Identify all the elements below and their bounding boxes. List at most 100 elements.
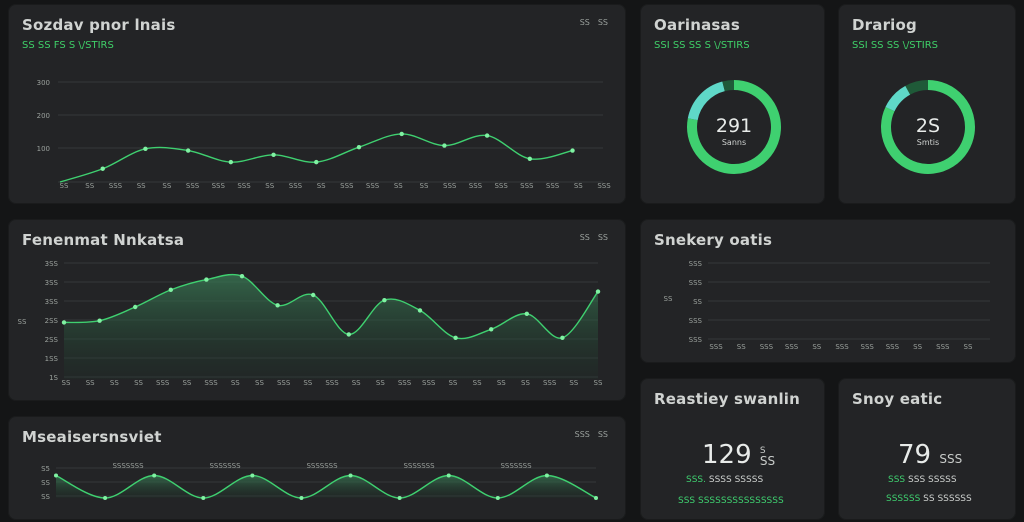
mid-x-tick: SSS: [422, 379, 436, 387]
top-chart-control-1[interactable]: SS: [579, 18, 590, 27]
mid-data-point: [61, 320, 67, 325]
bottom-data-point: [348, 473, 353, 478]
bottom-data-point: [495, 496, 500, 500]
top-data-point: [271, 152, 276, 158]
mid-x-tick: SSS: [398, 379, 412, 387]
top-data-point: [356, 145, 362, 150]
ring-right-slice-teal: [885, 85, 911, 112]
ring-right-value: 2S: [916, 115, 940, 137]
bottom-y-tick: SS: [41, 479, 50, 487]
ring-right-title: Drariog: [852, 16, 917, 34]
top-x-tick: SSS: [237, 182, 251, 190]
stat-right-value: 79: [898, 440, 932, 470]
stat-left-unit: S SS: [759, 445, 776, 468]
top-data-point: [143, 146, 148, 152]
top-x-tick: SS: [394, 182, 403, 190]
bottom-data-point: [250, 473, 255, 478]
top-x-tick: SSS: [109, 182, 123, 190]
bottom-chart-title: Mseaisersnsviet: [22, 428, 162, 446]
mid-x-tick: SS: [182, 379, 191, 387]
ring-left-title: Oarinasas: [654, 16, 740, 34]
mid-x-tick: SS: [473, 379, 482, 387]
bottom-peak-label: SSSSSSS: [112, 462, 144, 470]
stat-left-unit-bottom: SS: [759, 453, 776, 468]
mid-y-tick: 2SS: [45, 317, 59, 325]
bottom-peak-label: SSSSSSS: [403, 462, 435, 470]
top-chart-control-2[interactable]: SS: [597, 18, 608, 27]
top-x-tick: SS: [317, 182, 326, 190]
mid-chart-control-2[interactable]: SS: [597, 233, 608, 242]
top-x-tick: SS: [574, 182, 583, 190]
ring-right-panel: Drariog SSI SS SS \/STIRS 2S Smtis: [838, 4, 1016, 204]
mid-data-point: [168, 287, 173, 293]
top-x-tick: SSS: [494, 182, 508, 190]
mid-y-tick: 1S: [49, 374, 58, 382]
top-chart-controls: SS SS: [580, 18, 608, 27]
top-chart-title: Sozdav pnor lnais: [22, 16, 176, 34]
ring-right-sub: Smtis: [917, 138, 939, 147]
mid-data-point: [346, 332, 351, 337]
mid-x-tick: SS: [303, 379, 312, 387]
top-data-point: [442, 143, 447, 148]
top-x-tick: SSS: [520, 182, 534, 190]
bar-x-tick: SSS: [760, 343, 774, 351]
bottom-y-tick: SS: [41, 493, 50, 501]
mid-y-side-label: SS: [18, 318, 27, 326]
top-x-tick: SS: [85, 182, 94, 190]
mid-x-tick: SS: [569, 379, 578, 387]
stat-left-line1: SSS. SSSS SSSSS: [686, 475, 763, 485]
top-x-tick: SSS: [212, 182, 226, 190]
bottom-chart-control-1[interactable]: SSS: [574, 430, 590, 439]
mid-chart-panel: Fenenmat Nnkatsa SS SS 3SS 3SS 3SS 2SS 2SS 1S…: [8, 219, 626, 401]
bar-panel: Snekery oatis SSS SSS SS SSS SSS SS SSS SS SSS SS…: [640, 219, 1016, 363]
stat-right-line1-text: SSS SSSSS: [908, 475, 957, 485]
top-x-tick: SSS: [186, 182, 200, 190]
bar-x-tick: SS: [737, 343, 746, 351]
mid-x-tick: SS: [448, 379, 457, 387]
bar-x-tick: SSS: [861, 343, 875, 351]
mid-x-tick: SS: [255, 379, 264, 387]
top-x-tick: SS: [420, 182, 429, 190]
stat-left-panel: Reastiey swanlin 129 S SS SSS. SSSS SSSS…: [640, 378, 825, 520]
stat-right-value-row: 79 SSS: [898, 440, 962, 470]
bar-x-tick: SSS: [835, 343, 849, 351]
mid-y-tick: 3SS: [45, 260, 59, 268]
bottom-data-point: [544, 473, 549, 478]
mid-data-point: [417, 308, 423, 313]
bottom-chart-control-2[interactable]: SS: [597, 430, 608, 439]
stat-left-unit-top: S: [759, 445, 766, 456]
top-x-tick: SSS: [597, 182, 611, 190]
mid-x-tick: SS: [231, 379, 240, 387]
mid-chart-title: Fenenmat Nnkatsa: [22, 231, 185, 249]
top-x-tick: SSS: [366, 182, 380, 190]
mid-data-point: [311, 292, 316, 298]
mid-data-point: [489, 327, 494, 332]
mid-x-tick: SSS: [156, 379, 170, 387]
mid-x-tick: SS: [497, 379, 506, 387]
ring-left-panel: Oarinasas SSI SS SS S \/STIRS 291 Sanns: [640, 4, 825, 204]
bottom-data-point: [299, 496, 304, 500]
mid-data-point: [595, 289, 601, 294]
top-chart-panel: Sozdav pnor lnais SS SS FS S \/STIRS SS …: [8, 4, 626, 204]
top-x-tick: SSS: [443, 182, 457, 190]
bar-x-tick: SSS: [886, 343, 900, 351]
ring-right-subtitle: SSI SS SS \/STIRS: [852, 40, 939, 51]
ring-right-svg: 2S Smtis: [881, 80, 975, 174]
bar-y-side-label: SS: [664, 295, 673, 303]
stat-right-line2: SSSSSS SS SSSSSS: [886, 494, 972, 504]
mid-series-area: [64, 274, 598, 379]
ring-left-slice-teal: [687, 81, 726, 121]
stat-left-value: 129: [702, 440, 752, 470]
mid-x-tick: SSS: [325, 379, 339, 387]
mid-data-point: [382, 297, 387, 303]
top-data-point: [314, 159, 319, 165]
mid-data-point: [239, 273, 245, 279]
mid-x-tick: SS: [86, 379, 95, 387]
top-data-point: [185, 148, 191, 153]
stat-left-line1-prefix: SSS.: [686, 475, 706, 485]
mid-chart-control-1[interactable]: SS: [579, 233, 590, 242]
bar-y-tick: SS: [693, 298, 702, 306]
